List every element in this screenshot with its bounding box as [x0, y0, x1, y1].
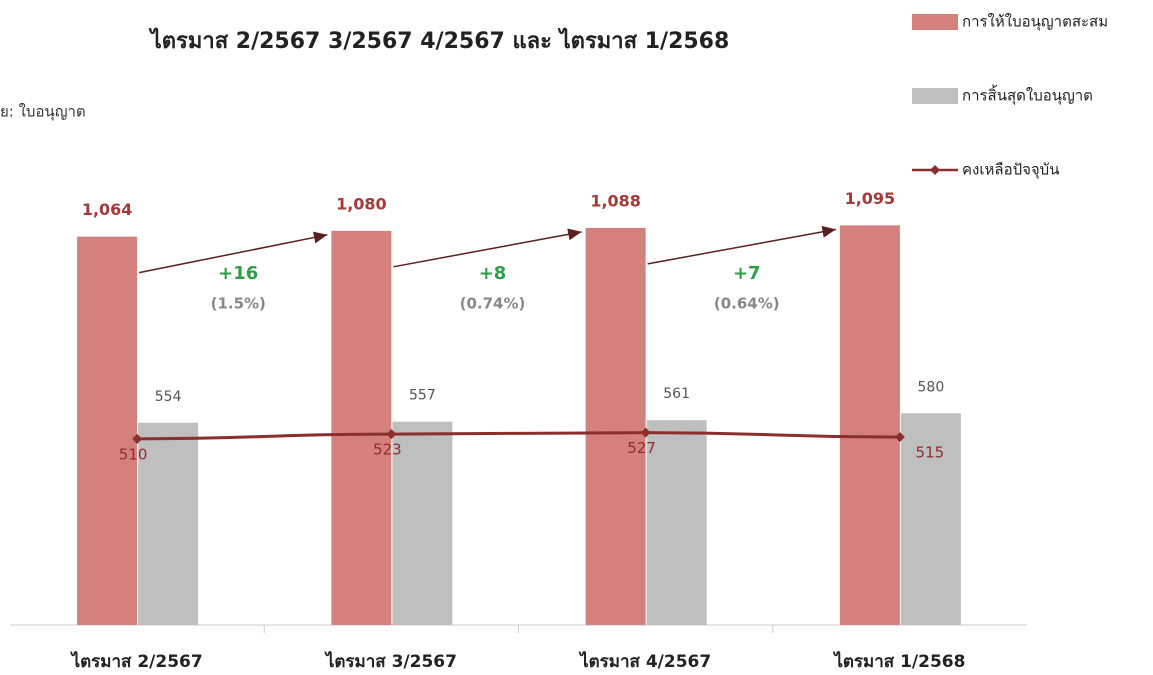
value-label: 515 [916, 444, 945, 462]
annotation-percent: (1.5%) [211, 295, 266, 313]
line-marker [132, 433, 143, 444]
value-label: 527 [627, 439, 656, 457]
value-label: 1,088 [590, 191, 641, 210]
line-marker [386, 429, 397, 440]
legend-swatch [930, 165, 940, 175]
arrow [393, 228, 582, 268]
bar [900, 413, 961, 625]
legend-label: การสิ้นสุดใบอนุญาต [962, 85, 1093, 106]
value-label: 1,064 [82, 200, 133, 219]
bar [77, 236, 138, 625]
line-marker [894, 432, 905, 443]
x-tick-label: ไตรมาส 2/2567 [70, 651, 203, 672]
value-label: 580 [918, 379, 945, 395]
legend-label: การให้ใบอนุญาตสะสม [962, 13, 1108, 32]
legend-swatch [912, 88, 958, 104]
annotation-change: +7 [733, 263, 761, 284]
bar [585, 227, 646, 625]
annotation-change: +8 [479, 263, 507, 284]
value-label: 561 [663, 386, 690, 402]
unit-label: ย: ใบอนุญาต [0, 103, 86, 122]
legend-label: คงเหลือปัจจุบัน [962, 161, 1059, 180]
value-label: 510 [119, 445, 148, 463]
x-tick-label: ไตรมาส 3/2567 [324, 651, 457, 672]
x-tick-label: ไตรมาส 4/2567 [578, 651, 711, 672]
legend-swatch [912, 14, 958, 30]
arrow [647, 225, 837, 265]
value-label: 523 [373, 441, 402, 459]
bar [331, 230, 392, 626]
line-marker [640, 427, 651, 438]
annotation-change: +16 [218, 263, 258, 284]
x-tick-label: ไตรมาส 1/2568 [832, 651, 965, 672]
bar [392, 421, 453, 625]
line [137, 431, 900, 441]
chart-title: ไตรมาส 2/2567 3/2567 4/2567 และ ไตรมาส 1… [149, 27, 730, 54]
value-label: 1,095 [845, 189, 896, 208]
bar [839, 225, 900, 625]
value-label: 557 [409, 388, 436, 404]
arrow [138, 231, 328, 274]
bar [138, 422, 199, 625]
annotation-percent: (0.74%) [460, 295, 526, 313]
bar [646, 420, 707, 625]
value-label: 554 [155, 389, 182, 405]
annotation-percent: (0.64%) [714, 295, 780, 313]
value-label: 1,080 [336, 194, 387, 213]
